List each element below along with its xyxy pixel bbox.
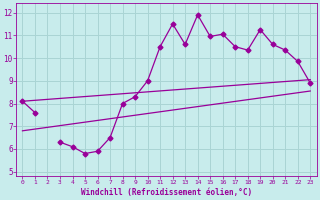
X-axis label: Windchill (Refroidissement éolien,°C): Windchill (Refroidissement éolien,°C) xyxy=(81,188,252,197)
